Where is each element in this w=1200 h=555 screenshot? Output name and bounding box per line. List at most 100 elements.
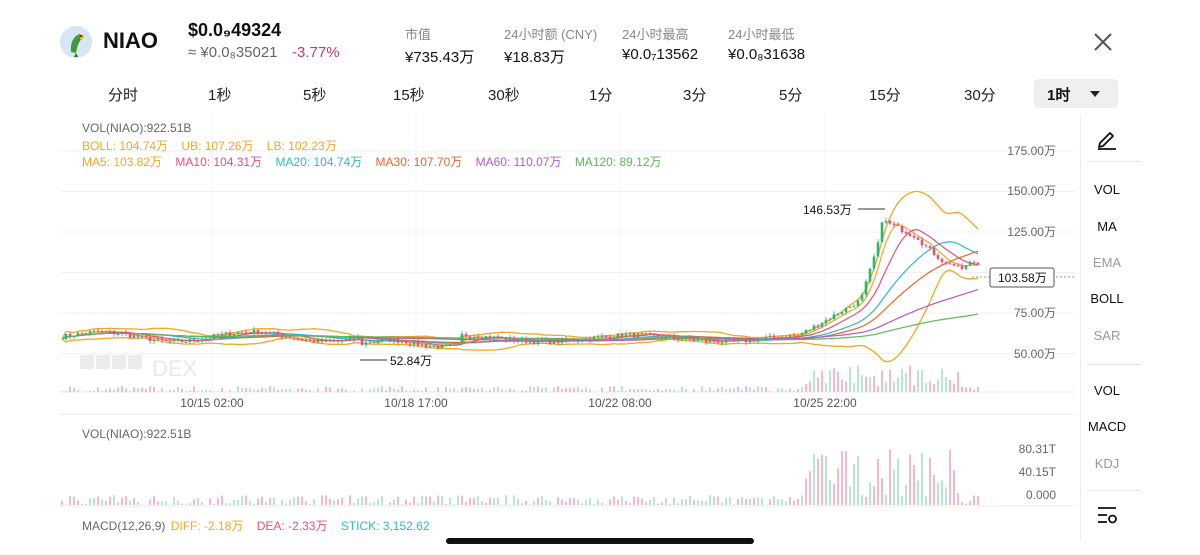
draw-tool-button[interactable] — [1081, 126, 1133, 153]
candle-body — [584, 338, 588, 341]
candle-body — [292, 338, 296, 340]
volume-bar — [241, 388, 243, 392]
tab-15s[interactable]: 15秒 — [393, 87, 425, 104]
volume-bar — [729, 497, 731, 505]
candle-body — [948, 263, 952, 265]
volume-bar — [941, 480, 943, 505]
sub-indicator-kdj[interactable]: KDJ — [1094, 456, 1120, 471]
candle-body — [488, 336, 492, 339]
close-button[interactable] — [1089, 28, 1117, 56]
volume-bar — [829, 370, 831, 392]
tab-30s[interactable]: 30秒 — [488, 87, 520, 104]
sub-indicator-macd[interactable]: MACD — [1087, 419, 1127, 434]
volume-bar — [293, 391, 295, 392]
main-indicator-boll[interactable]: BOLL — [1090, 291, 1124, 306]
volume-bar — [233, 499, 235, 505]
tab-3m[interactable]: 3分 — [683, 87, 707, 104]
candle-body — [448, 343, 452, 345]
sub-indicator-vol[interactable]: VOL — [1093, 383, 1120, 398]
volume-bar — [121, 386, 123, 392]
chart-area[interactable]: DEX 146.53万 52.84万 103.58万 175.00万 150.0… — [60, 112, 1075, 542]
main-indicator-ma[interactable]: MA — [1097, 219, 1117, 234]
volume-bar — [853, 463, 855, 505]
volume-bar — [481, 387, 483, 392]
indicator-settings-button[interactable] — [1081, 504, 1133, 529]
volume-bar — [761, 387, 763, 392]
volume-bar — [681, 386, 683, 392]
volume-bar — [973, 495, 975, 505]
volume-bar — [733, 388, 735, 392]
volume-bar — [537, 386, 539, 392]
candle-body — [540, 339, 544, 341]
volume-bar — [473, 388, 475, 392]
volume-bar — [649, 500, 651, 505]
volume-bar — [417, 503, 419, 505]
candle-body — [400, 341, 404, 343]
volume-bar — [877, 385, 879, 392]
volume-bar — [449, 497, 451, 505]
volume-bar — [549, 501, 551, 505]
volume-bar — [849, 486, 851, 505]
volume-bar — [265, 501, 267, 505]
volume-bar — [777, 499, 779, 505]
volume-bar — [145, 388, 147, 392]
volume-bar — [833, 368, 835, 392]
tab-30m[interactable]: 30分 — [964, 87, 996, 104]
volume-bar — [929, 457, 931, 505]
candle-body — [604, 336, 608, 338]
token-logo — [60, 26, 92, 58]
volume-bar — [925, 496, 927, 505]
volume-bar — [757, 497, 759, 505]
tab-5s[interactable]: 5秒 — [303, 87, 327, 104]
volume-bar — [817, 377, 819, 392]
volume-bar — [61, 500, 63, 505]
volume-bar — [229, 502, 231, 505]
volume-bar — [353, 502, 355, 505]
candle-body — [740, 338, 744, 340]
main-indicator-sar[interactable]: SAR — [1093, 328, 1121, 343]
candle-body — [128, 333, 132, 338]
candle-body — [756, 339, 760, 342]
time-axis: 10/15 02:00 10/18 17:00 10/22 08:00 10/2… — [180, 396, 857, 410]
volume-bar — [593, 503, 595, 505]
volume-bar — [257, 498, 259, 505]
volume-bar — [889, 369, 891, 392]
volume-bar — [189, 390, 191, 392]
volume-bar — [373, 388, 375, 392]
tab-1h-dropdown[interactable]: 1时 — [1034, 79, 1118, 108]
main-indicator-ema[interactable]: EMA — [1092, 255, 1122, 270]
candle-body — [772, 335, 776, 338]
volume-bar — [665, 388, 667, 392]
ma120-value: MA120: 89.12万 — [574, 155, 662, 169]
volume-bar — [93, 390, 95, 392]
volume-bar — [965, 387, 967, 392]
volume-bar — [297, 496, 299, 505]
volume-bar — [713, 496, 715, 505]
volume-bar — [161, 387, 163, 392]
home-indicator[interactable] — [446, 538, 754, 544]
candle-body — [804, 330, 808, 334]
volume-bar — [429, 496, 431, 505]
volume-bar — [321, 495, 323, 505]
tab-1s[interactable]: 1秒 — [208, 87, 232, 104]
candle-body — [360, 336, 364, 345]
settings-list-icon — [1098, 507, 1117, 524]
volume-bar — [117, 387, 119, 392]
candle-body — [716, 341, 720, 344]
tab-timeshare[interactable]: 分时 — [108, 87, 139, 104]
tab-1m[interactable]: 1分 — [589, 87, 613, 104]
kline-chart[interactable]: DEX 146.53万 52.84万 103.58万 175.00万 150.0… — [60, 112, 1075, 542]
candle-body — [100, 331, 104, 333]
candle-body — [336, 340, 340, 342]
volume-bar — [961, 386, 963, 392]
volume-bar — [209, 498, 211, 505]
volume-bar — [533, 501, 535, 505]
tab-5m[interactable]: 5分 — [779, 87, 803, 104]
candle-body — [236, 332, 240, 335]
main-indicator-vol[interactable]: VOL — [1093, 182, 1120, 197]
candle-body — [884, 220, 888, 223]
volume-bar — [197, 391, 199, 392]
volume-bar — [577, 386, 579, 392]
candle-body — [132, 335, 136, 338]
tab-15m[interactable]: 15分 — [869, 87, 901, 104]
